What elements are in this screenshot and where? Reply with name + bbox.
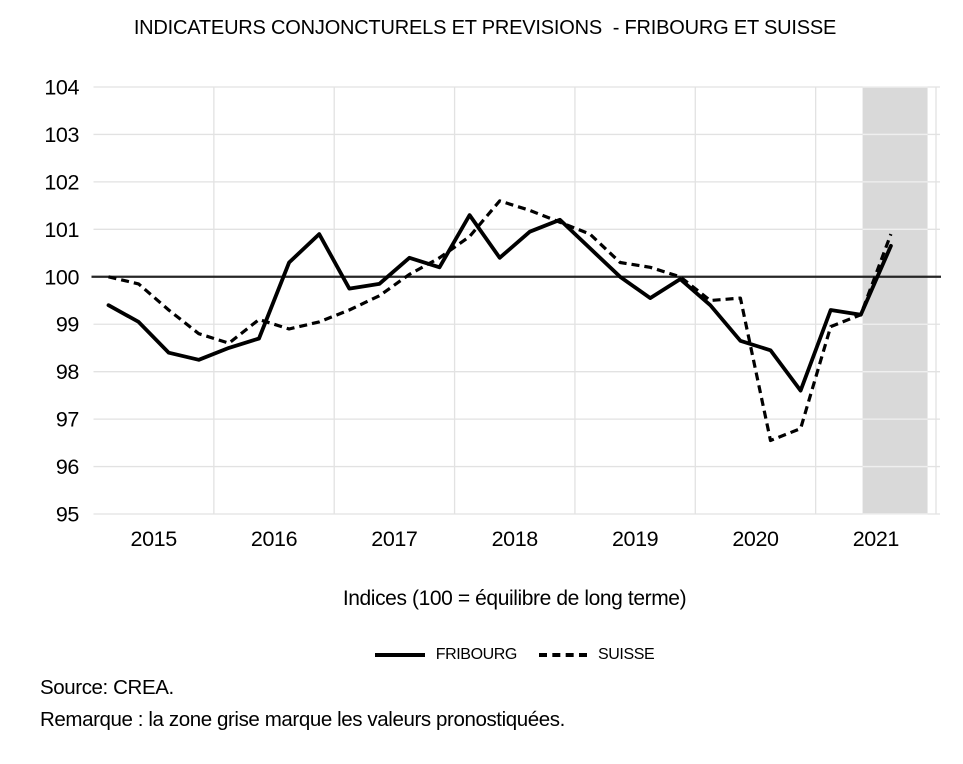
chart-legend: FRIBOURG SUISSE xyxy=(93,646,936,664)
x-tick-label: 2018 xyxy=(492,527,539,551)
y-tick-label: 104 xyxy=(44,76,79,100)
x-tick-label: 2017 xyxy=(371,527,417,551)
x-axis-caption: Indices (100 = équilibre de long terme) xyxy=(342,587,687,610)
x-tick-label: 2021 xyxy=(853,527,899,551)
y-tick-label: 103 xyxy=(44,123,79,147)
source-note: Source: CREA. xyxy=(40,676,174,699)
x-tick-label: 2015 xyxy=(131,527,178,551)
legend-item-suisse: SUISSE xyxy=(538,646,655,664)
dashed-line-sample-icon xyxy=(538,653,587,657)
y-tick-label: 97 xyxy=(56,408,79,432)
y-tick-label: 101 xyxy=(44,218,79,242)
y-tick-label: 95 xyxy=(56,503,80,527)
legend-label-suisse: SUISSE xyxy=(597,646,655,663)
y-tick-label: 99 xyxy=(56,313,79,337)
legend-label-fribourg: FRIBOURG xyxy=(435,646,518,663)
series-line-fribourg xyxy=(106,213,893,393)
series-line-suisse xyxy=(108,199,893,443)
y-tick-label: 100 xyxy=(44,265,79,289)
legend-item-fribourg: FRIBOURG xyxy=(374,646,518,664)
x-tick-label: 2020 xyxy=(732,527,779,551)
chart-title: INDICATEURS CONJONCTURELS ET PREVISIONS … xyxy=(133,17,837,39)
solid-line-sample-icon xyxy=(374,653,425,657)
forecast-note: Remarque : la zone grise marque les vale… xyxy=(40,708,565,731)
x-tick-label: 2016 xyxy=(251,527,298,551)
forecast-zone xyxy=(862,87,928,514)
x-tick-label: 2019 xyxy=(612,527,658,551)
y-tick-label: 98 xyxy=(56,360,80,384)
y-tick-label: 102 xyxy=(44,170,79,194)
y-tick-label: 96 xyxy=(56,455,80,479)
